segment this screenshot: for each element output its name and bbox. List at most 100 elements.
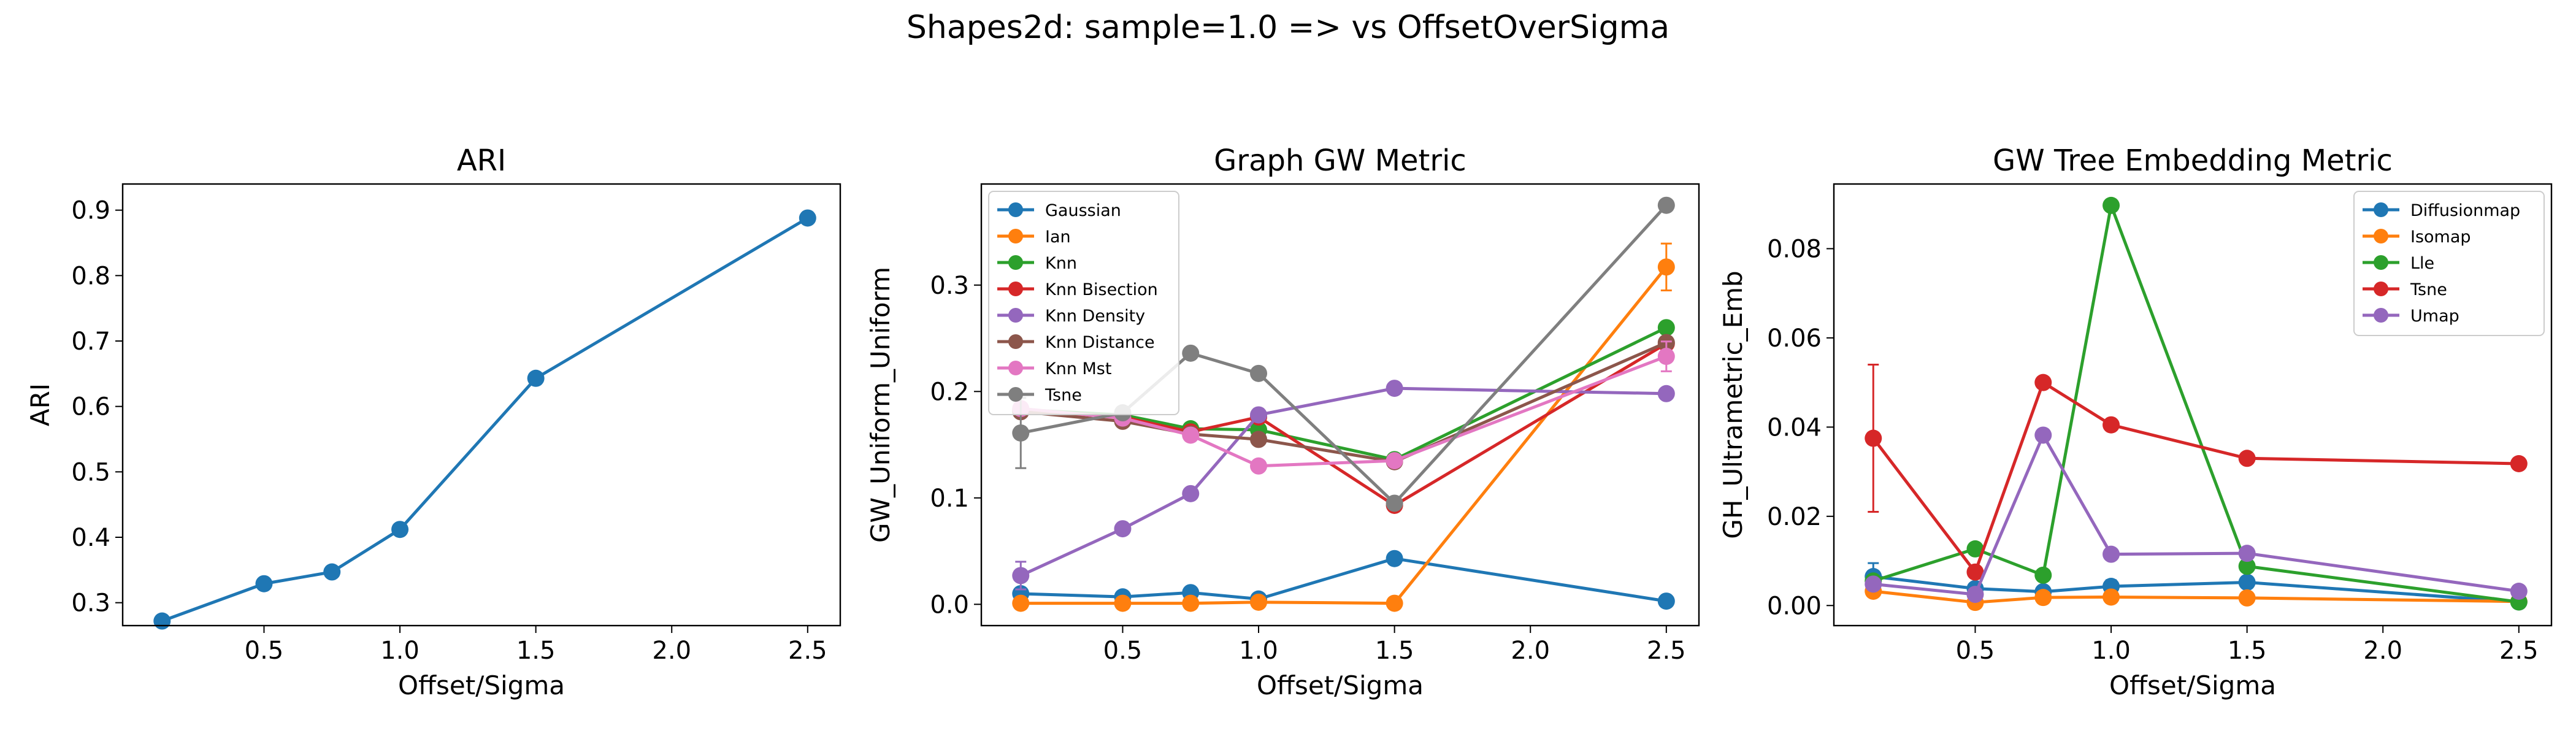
data-point (1250, 457, 1268, 475)
data-point (2034, 374, 2052, 391)
x-axis-label: Offset/Sigma (398, 670, 565, 700)
data-point (1966, 540, 1984, 558)
series-line (1020, 204, 1668, 505)
x-tick-label: 1.0 (380, 637, 420, 665)
y-tick-label: 0.3 (71, 589, 110, 618)
x-tick-label: 0.5 (1956, 637, 1995, 665)
data-point (1386, 550, 1403, 567)
legend-marker (1008, 361, 1023, 375)
series-line (161, 217, 809, 623)
data-point (255, 575, 273, 592)
data-point (799, 209, 816, 227)
legend-marker (1008, 387, 1023, 402)
x-tick-label: 2.0 (2363, 637, 2402, 665)
data-point (153, 612, 171, 630)
legend-label: Knn (1045, 254, 1077, 273)
data-point (527, 369, 545, 387)
panel-title: GW Tree Embedding Metric (1993, 144, 2393, 178)
x-tick-label: 1.0 (2091, 637, 2131, 665)
legend-marker (1008, 255, 1023, 270)
series-line (1872, 381, 2519, 574)
legend-marker (1008, 334, 1023, 349)
series-tsne (1012, 196, 1675, 512)
x-tick-label: 1.5 (516, 637, 556, 665)
data-point (2238, 558, 2256, 575)
legend-label: Isomap (2410, 228, 2471, 247)
data-point (2103, 196, 2120, 214)
data-point (2510, 455, 2528, 472)
data-point (1250, 431, 1268, 448)
x-tick-label: 0.5 (245, 637, 284, 665)
series-line (1021, 557, 1667, 603)
y-tick-label: 0.2 (930, 378, 969, 406)
y-tick-label: 0.3 (930, 272, 969, 300)
y-tick-label: 0.4 (71, 524, 110, 552)
data-point (1386, 594, 1403, 612)
data-point (1182, 485, 1200, 502)
data-point (1657, 592, 1675, 610)
legend-label: Diffusionmap (2410, 201, 2520, 220)
legend-marker (1008, 229, 1023, 243)
legend-label: Umap (2410, 307, 2459, 326)
x-tick-label: 2.5 (788, 637, 827, 665)
y-tick-label: 0.9 (71, 197, 110, 225)
series-tsne (1865, 364, 2528, 581)
figure-suptitle: Shapes2d: sample=1.0 => vs OffsetOverSig… (907, 9, 1669, 46)
x-tick-label: 1.5 (2228, 637, 2267, 665)
series-ari (153, 209, 816, 630)
y-axis-label: ARI (25, 383, 55, 426)
data-point (1182, 426, 1200, 444)
series-umap (1865, 426, 2528, 604)
y-tick-label: 0.08 (1767, 235, 1822, 263)
data-point (1182, 344, 1200, 362)
x-tick-label: 2.0 (1511, 637, 1550, 665)
y-tick-label: 0.0 (930, 591, 969, 619)
data-point (1250, 364, 1268, 382)
legend-marker (1008, 282, 1023, 296)
legend-box (2353, 191, 2545, 336)
data-point (1657, 385, 1675, 402)
series-line (1873, 589, 2519, 604)
legend-label: Knn Density (1045, 307, 1145, 326)
data-point (1386, 494, 1403, 512)
data-point (1657, 319, 1675, 337)
legend-label: Knn Mst (1045, 359, 1111, 378)
legend-marker (2374, 308, 2388, 323)
legend-marker (2374, 255, 2388, 270)
y-axis-label: GH_Ultrametric_Emb (1718, 270, 1748, 539)
legend-marker (2374, 229, 2388, 243)
plot-frame (980, 183, 1700, 627)
x-axis-label: Offset/Sigma (2109, 670, 2276, 700)
panels: ARI 0.5 1.0 1.5 2.0 2.5 0.3 0.4 0.5 0.6 0.7 0.8 0.9 O… (25, 144, 2553, 700)
panel-2: Graph GW Metric 0.5 1.0 1.5 2.0 2.5 0.0 0.1 0.2 0… (865, 144, 1700, 700)
data-point (2238, 450, 2256, 467)
y-tick-label: 0.04 (1767, 413, 1822, 442)
y-tick-label: 0.5 (71, 458, 110, 486)
legend-label: Knn Bisection (1045, 280, 1158, 299)
x-tick-label: 2.5 (1647, 637, 1686, 665)
data-point (1966, 586, 1984, 604)
data-point (2034, 426, 2052, 444)
legend-label: Knn Distance (1045, 333, 1155, 352)
legend-marker (1008, 202, 1023, 217)
y-tick-label: 0.6 (71, 393, 110, 421)
legend: Diffusionmap Isomap Lle Tsne Umap (2353, 191, 2545, 336)
data-point (2103, 588, 2120, 606)
data-point (323, 563, 341, 581)
data-point (1865, 429, 1882, 447)
y-axis-label: GW_Uniform_Uniform (865, 267, 895, 543)
legend: Gaussian Ian Knn Knn Bisection Knn Density Kn… (988, 191, 1179, 415)
data-point (1250, 593, 1268, 611)
legend-label: Tsne (1045, 386, 1082, 405)
data-point (1012, 424, 1030, 442)
data-point (1386, 380, 1403, 397)
panel-3: GW Tree Embedding Metric 0.5 1.0 1.5 2.0 2.5 0… (1718, 144, 2553, 700)
data-point (1114, 520, 1132, 538)
data-point (1657, 348, 1675, 366)
panel-title: ARI (457, 144, 506, 178)
legend-label: Lle (2410, 254, 2434, 273)
data-point (391, 521, 409, 539)
panel-1: ARI 0.5 1.0 1.5 2.0 2.5 0.3 0.4 0.5 0.6 0.7 0.8 0.9 O… (25, 144, 841, 700)
series-line (1021, 266, 1668, 605)
